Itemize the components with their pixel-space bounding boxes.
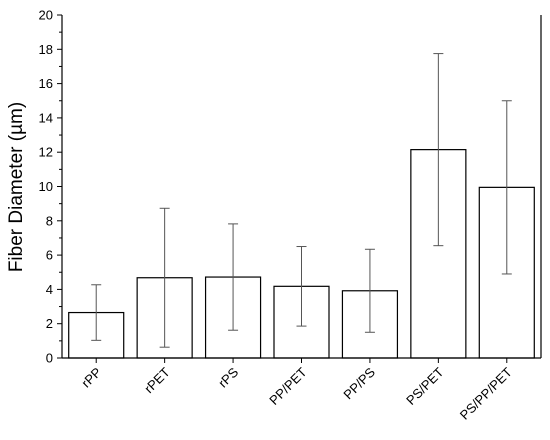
y-axis-title: Fiber Diameter (µm) (6, 102, 27, 272)
error-bar (296, 246, 307, 327)
y-tick-label: 20 (39, 8, 53, 23)
x-tick-label: PS/PP/PET (457, 364, 515, 422)
x-tick-label: PP/PS (340, 364, 378, 402)
y-tick-label: 6 (46, 248, 53, 263)
error-bar (159, 207, 170, 348)
x-tick-label: rPS (215, 364, 241, 390)
error-bar (433, 53, 444, 247)
y-tick-label: 18 (39, 42, 53, 57)
y-tick-label: 16 (39, 76, 53, 91)
y-tick-label: 0 (46, 351, 53, 366)
y-tick-label: 12 (39, 145, 53, 160)
y-tick-label: 2 (46, 316, 53, 331)
axes-layer (57, 14, 542, 363)
y-tick-label: 10 (39, 179, 53, 194)
x-tick-label: PP/PET (266, 364, 309, 407)
x-tick-label: rPP (78, 365, 104, 391)
y-tick-label: 14 (39, 110, 53, 125)
y-tick-label: 4 (46, 282, 53, 297)
error-bar (364, 248, 375, 333)
error-bar (228, 223, 239, 331)
error-bars-layer (91, 53, 512, 348)
error-bar (91, 284, 102, 341)
x-tick-label: rPET (141, 364, 173, 396)
error-bar (501, 100, 512, 275)
x-tick-label: PS/PET (403, 364, 446, 407)
y-tick-label: 8 (46, 213, 53, 228)
